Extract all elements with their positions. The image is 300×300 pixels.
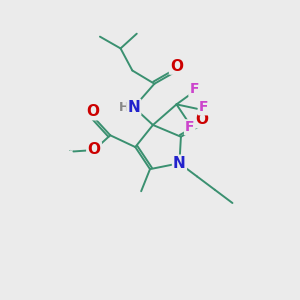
Text: N: N [128,100,140,115]
Text: O: O [170,58,183,74]
Text: O: O [88,142,100,158]
Text: F: F [189,82,199,96]
Text: methoxy: methoxy [69,150,75,152]
Text: N: N [173,156,186,171]
Text: O: O [88,142,100,158]
Text: F: F [185,120,194,134]
Text: F: F [199,100,208,114]
Text: H: H [119,101,130,114]
Text: O: O [86,104,99,119]
Text: O: O [196,112,208,127]
